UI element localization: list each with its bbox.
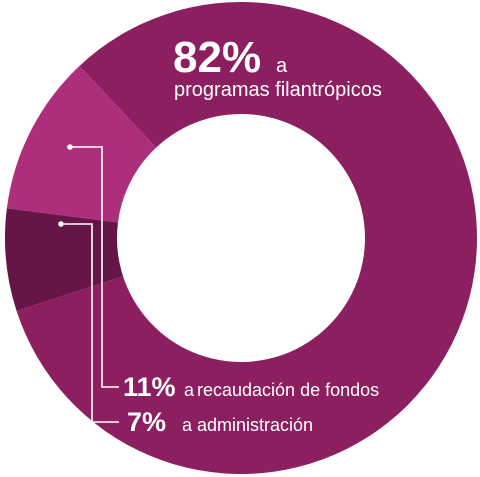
leader-line-administration <box>61 223 119 423</box>
slice-fundraising <box>6 65 157 223</box>
donut-slices <box>5 2 478 475</box>
leader-line-fundraising <box>70 146 119 388</box>
administration-connector: a <box>182 415 193 435</box>
administration-percent: 7% <box>127 407 166 437</box>
fundraising-connector: a <box>184 380 195 400</box>
programs-connector: a <box>276 55 288 77</box>
programs-percent: 82% <box>173 33 261 82</box>
leader-lines <box>58 144 119 423</box>
administration-label: administración <box>197 415 313 435</box>
fundraising-label: recaudación de fondos <box>197 380 379 400</box>
slice-administration <box>5 208 124 311</box>
fundraising-percent: 11% <box>123 372 176 402</box>
slice-programs <box>16 2 478 475</box>
programs-label: programas filantrópicos <box>174 79 382 101</box>
